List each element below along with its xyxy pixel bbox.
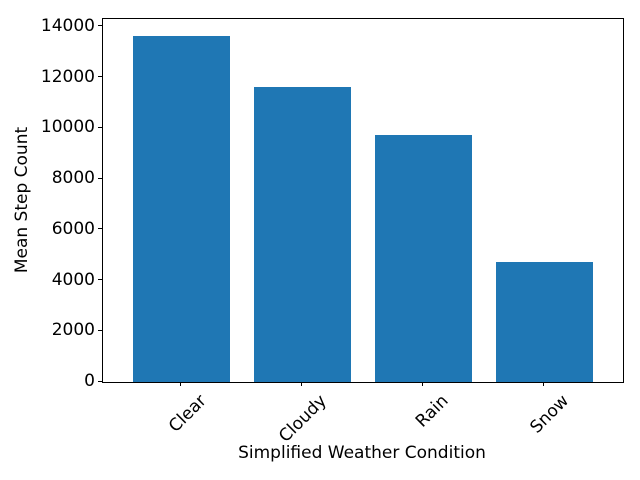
y-axis-label: Mean Step Count (12, 126, 32, 274)
x-tick-label-clear: Clear (164, 391, 211, 437)
y-tick-label: 10000 (40, 117, 95, 138)
y-tick-label: 0 (84, 371, 95, 391)
plot-area (102, 18, 624, 383)
x-tick-mark (421, 382, 423, 386)
y-tick-label: 2000 (51, 320, 95, 341)
x-tick-label-cloudy: Cloudy (275, 391, 332, 447)
y-tick-label: 8000 (51, 168, 95, 189)
y-tick-label: 4000 (51, 269, 95, 290)
x-tick-mark (300, 382, 302, 386)
x-tick-label-snow: Snow (526, 391, 574, 438)
y-tick-mark (98, 177, 102, 179)
y-tick-mark (98, 380, 102, 382)
y-tick-mark (98, 126, 102, 128)
y-tick-label: 14000 (40, 15, 95, 36)
y-tick-mark (98, 279, 102, 281)
y-tick-mark (98, 329, 102, 331)
bar-rain (374, 134, 472, 382)
y-tick-mark (98, 25, 102, 27)
y-tick-label: 6000 (51, 218, 95, 239)
x-tick-mark (542, 382, 544, 386)
bar-clear (132, 35, 230, 382)
y-tick-label: 12000 (40, 66, 95, 87)
y-tick-mark (98, 228, 102, 230)
y-tick-mark (98, 76, 102, 78)
bar-snow (495, 261, 593, 382)
x-tick-label-rain: Rain (411, 391, 453, 432)
bar-cloudy (253, 86, 351, 382)
x-axis-label: Simplified Weather Condition (238, 443, 486, 463)
x-tick-mark (179, 382, 181, 386)
